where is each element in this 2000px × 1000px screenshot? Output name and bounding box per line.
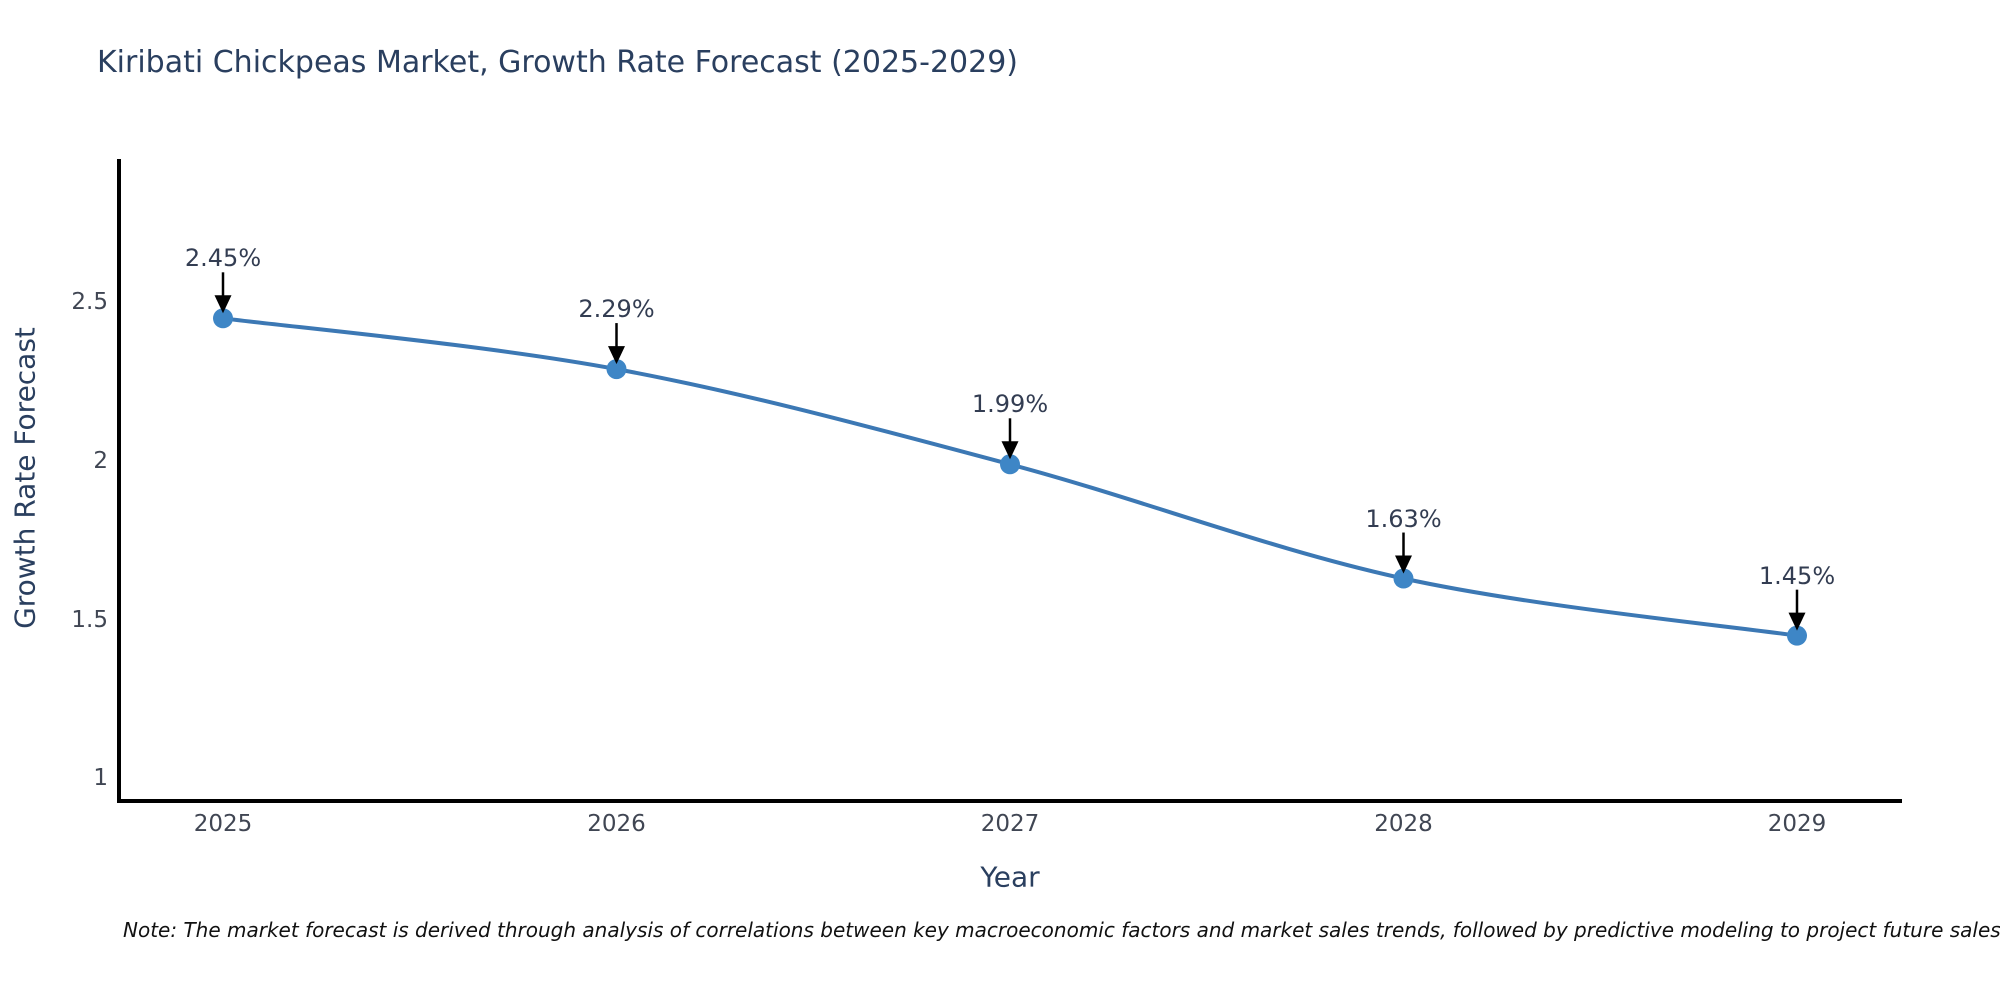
- data-point-value-label: 1.45%: [1758, 561, 1836, 590]
- annotation-arrowhead-icon: [608, 346, 625, 365]
- x-tick-label: 2026: [587, 811, 646, 837]
- annotation-arrowhead-icon: [214, 295, 232, 314]
- data-point-value-label: 2.29%: [578, 295, 655, 324]
- y-axis-title: Growth Rate Forecast: [8, 327, 42, 629]
- y-tick-label: 2.5: [71, 289, 108, 316]
- data-point-marker[interactable]: [1393, 568, 1414, 589]
- y-tick-label: 2: [93, 448, 108, 475]
- x-tick-label: 2028: [1374, 811, 1433, 837]
- y-tick-label: 1.5: [71, 606, 108, 633]
- forecast-line-series: [221, 316, 1799, 638]
- annotation-arrowhead-icon: [1395, 555, 1412, 574]
- x-axis-title: Year: [980, 860, 1040, 894]
- data-point-value-label: 2.45%: [184, 244, 262, 273]
- annotation-arrowhead-icon: [1788, 612, 1806, 631]
- data-point-value-label: 1.63%: [1365, 504, 1442, 533]
- data-point-marker[interactable]: [606, 359, 627, 380]
- footnote: Note: The market forecast is derived thr…: [123, 918, 2000, 942]
- x-tick-label: 2027: [980, 811, 1040, 837]
- data-point-marker[interactable]: [213, 308, 233, 329]
- x-tick-label: 2029: [1767, 811, 1827, 837]
- data-point-value-label: 1.99%: [971, 390, 1049, 419]
- x-tick-label: 2025: [193, 811, 253, 837]
- data-point-marker[interactable]: [1000, 454, 1020, 475]
- data-point-marker[interactable]: [1787, 625, 1807, 646]
- y-tick-label: 1: [93, 765, 108, 792]
- annotation-arrowhead-icon: [1001, 441, 1019, 460]
- chart-title: Kiribati Chickpeas Market, Growth Rate F…: [97, 45, 1019, 80]
